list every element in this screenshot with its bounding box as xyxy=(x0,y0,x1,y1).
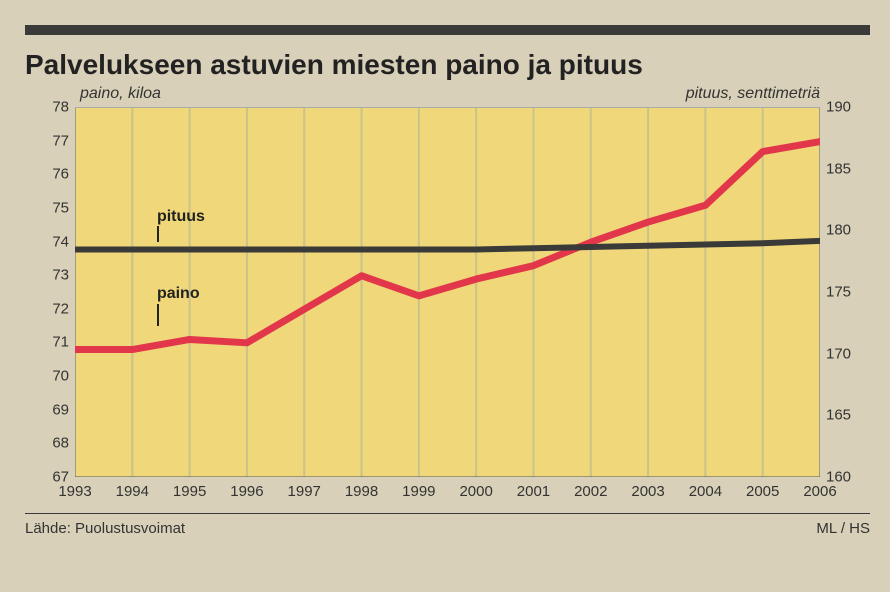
x-tick: 2001 xyxy=(517,483,550,500)
series-label-pituus: pituus xyxy=(157,208,205,226)
y-left-ticks: 676869707172737475767778 xyxy=(25,107,73,477)
x-tick: 1998 xyxy=(345,483,378,500)
y-left-tick: 70 xyxy=(25,368,73,385)
plot-area: pituus paino xyxy=(75,107,820,477)
x-tick: 1994 xyxy=(116,483,149,500)
x-tick: 1996 xyxy=(230,483,263,500)
credit-label: ML / HS xyxy=(816,520,870,537)
y-left-tick: 73 xyxy=(25,267,73,284)
x-tick: 1995 xyxy=(173,483,206,500)
y-left-tick: 69 xyxy=(25,401,73,418)
chart-title: Palvelukseen astuvien miesten paino ja p… xyxy=(25,49,870,81)
source-label: Lähde: Puolustusvoimat xyxy=(25,520,185,537)
y-right-tick: 165 xyxy=(822,407,870,424)
leader-line-paino xyxy=(157,304,159,326)
x-tick: 2005 xyxy=(746,483,779,500)
y-left-tick: 75 xyxy=(25,199,73,216)
y-right-ticks: 160165170175180185190 xyxy=(822,107,870,477)
y-right-tick: 175 xyxy=(822,284,870,301)
y-right-tick: 170 xyxy=(822,345,870,362)
y-left-tick: 77 xyxy=(25,132,73,149)
y-left-tick: 71 xyxy=(25,334,73,351)
x-tick: 2004 xyxy=(689,483,722,500)
y-left-tick: 76 xyxy=(25,166,73,183)
y-right-tick: 190 xyxy=(822,99,870,116)
leader-line-pituus xyxy=(157,226,159,242)
bottom-rule xyxy=(25,513,870,514)
y-right-axis-label: pituus, senttimetriä xyxy=(686,85,820,103)
y-left-tick: 78 xyxy=(25,99,73,116)
x-tick: 2002 xyxy=(574,483,607,500)
x-tick: 2006 xyxy=(803,483,836,500)
top-rule xyxy=(25,25,870,35)
x-tick: 2003 xyxy=(631,483,664,500)
x-tick: 1993 xyxy=(58,483,91,500)
y-left-tick: 68 xyxy=(25,435,73,452)
y-right-tick: 180 xyxy=(822,222,870,239)
y-right-tick: 185 xyxy=(822,160,870,177)
y-left-axis-label: paino, kiloa xyxy=(80,85,161,103)
x-tick: 1997 xyxy=(288,483,321,500)
x-ticks: 1993199419951996199719981999200020012002… xyxy=(75,481,820,507)
x-tick: 2000 xyxy=(459,483,492,500)
series-label-paino: paino xyxy=(157,285,200,303)
x-tick: 1999 xyxy=(402,483,435,500)
y-left-tick: 74 xyxy=(25,233,73,250)
y-left-tick: 72 xyxy=(25,300,73,317)
chart-area: 676869707172737475767778 pituus paino 16… xyxy=(25,107,870,507)
